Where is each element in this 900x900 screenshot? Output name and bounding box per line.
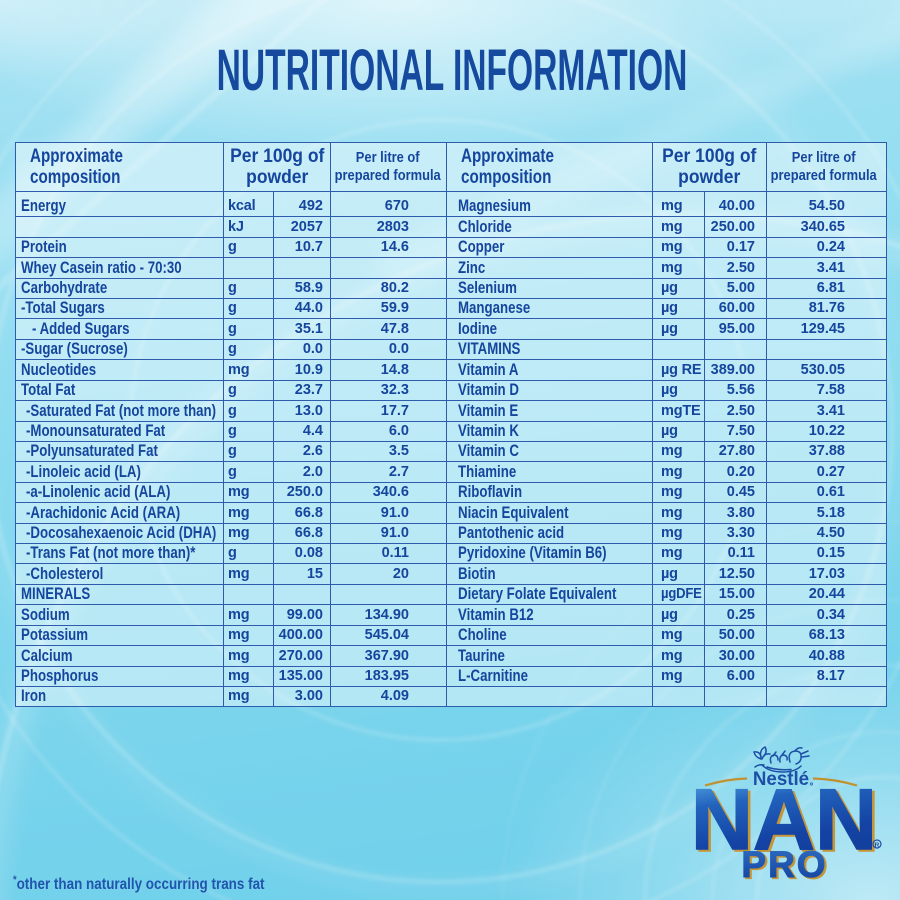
- svg-text:R: R: [875, 842, 880, 849]
- svg-text:PRO: PRO: [743, 846, 829, 887]
- svg-text:NAN: NAN: [691, 772, 877, 868]
- svg-text:Nestlé: Nestlé: [753, 769, 809, 790]
- svg-text:NAN: NAN: [693, 774, 879, 870]
- svg-text:PRO: PRO: [741, 844, 827, 885]
